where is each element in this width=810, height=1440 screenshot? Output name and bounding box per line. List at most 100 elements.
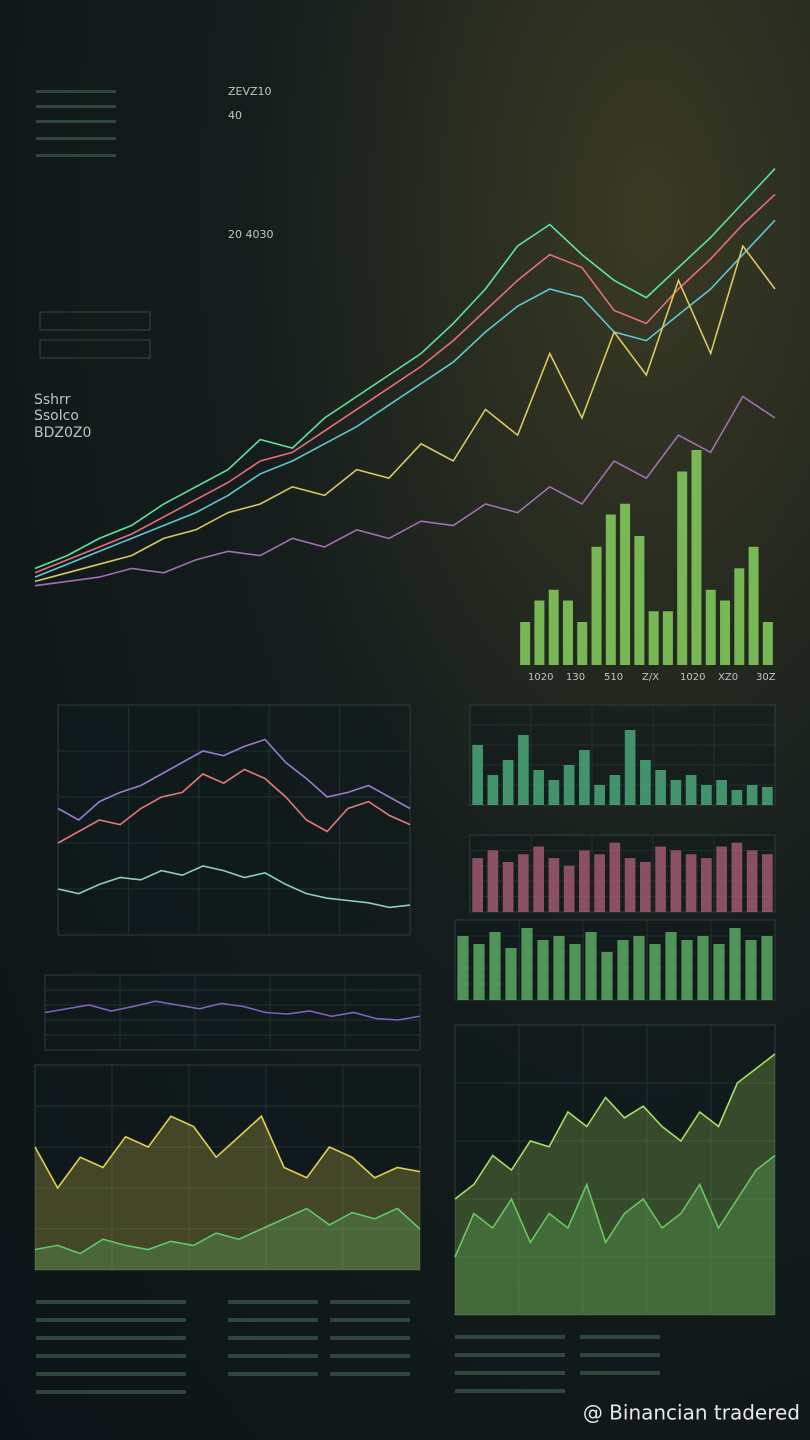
- bar: [487, 850, 499, 912]
- line: [57, 865, 411, 909]
- bar: [548, 858, 560, 912]
- bar: [713, 944, 725, 1000]
- line: [44, 1000, 421, 1021]
- header-label: ZEVZ10: [228, 85, 272, 98]
- bar: [520, 622, 531, 665]
- bar: [489, 932, 501, 1000]
- line: [34, 244, 776, 583]
- bar: [472, 858, 483, 912]
- panel-frame: [57, 704, 411, 936]
- bar: [533, 846, 544, 912]
- bar: [579, 750, 590, 805]
- bar: [762, 787, 773, 805]
- bar: [701, 785, 712, 805]
- bar-label: 1020: [680, 672, 705, 683]
- bar-label: 30Z: [756, 672, 776, 683]
- bar: [617, 940, 629, 1000]
- bar: [640, 760, 651, 805]
- bar: [748, 546, 759, 665]
- panel-frame: [454, 919, 776, 1001]
- bar: [533, 770, 544, 805]
- bar: [697, 936, 709, 1000]
- bar: [620, 503, 631, 665]
- bar: [670, 850, 682, 912]
- sidebar-text: Ssolco: [34, 408, 79, 424]
- bar: [502, 861, 514, 912]
- bar: [716, 780, 727, 805]
- bar: [624, 730, 636, 805]
- bar: [746, 785, 758, 805]
- bar: [609, 842, 621, 912]
- bar: [457, 936, 469, 1000]
- header-label: 20 4030: [228, 228, 274, 241]
- bar: [518, 854, 529, 912]
- panel-frame: [469, 834, 776, 913]
- bar: [534, 600, 545, 665]
- bar: [705, 589, 716, 665]
- bar: [670, 780, 682, 805]
- bar: [553, 936, 565, 1000]
- bar: [579, 850, 590, 912]
- sidebar-text: BDZ0Z0: [34, 425, 91, 441]
- bar: [761, 936, 773, 1000]
- bar: [605, 514, 616, 665]
- bar: [731, 842, 743, 912]
- line: [454, 1154, 776, 1258]
- bar: [745, 940, 757, 1000]
- bar: [601, 952, 613, 1000]
- line: [34, 1207, 421, 1255]
- line: [34, 219, 776, 578]
- bar: [548, 589, 559, 665]
- panel-frame: [44, 974, 421, 1051]
- bar: [472, 745, 483, 805]
- bar: [691, 450, 702, 665]
- bar: [537, 940, 549, 1000]
- bar: [562, 600, 573, 665]
- bar: [563, 765, 575, 805]
- bar: [591, 546, 602, 665]
- bar: [634, 536, 645, 665]
- area: [35, 1208, 420, 1270]
- bar: [746, 850, 758, 912]
- bar: [563, 865, 575, 912]
- bar: [677, 471, 688, 665]
- bar: [734, 568, 745, 665]
- bar: [649, 944, 661, 1000]
- bar: [701, 858, 712, 912]
- bar: [502, 760, 514, 805]
- bar: [609, 775, 621, 805]
- bar: [665, 932, 677, 1000]
- bar: [577, 622, 588, 665]
- bar: [681, 940, 693, 1000]
- bar: [720, 600, 731, 665]
- bar: [662, 611, 673, 665]
- bar: [655, 770, 666, 805]
- line: [57, 738, 411, 821]
- watermark: @ Binancian tradered: [583, 1401, 800, 1425]
- bar: [505, 948, 517, 1000]
- bar: [548, 780, 560, 805]
- bar: [633, 936, 645, 1000]
- bar: [685, 775, 697, 805]
- bar: [648, 611, 659, 665]
- bar: [640, 861, 651, 912]
- area: [455, 1155, 775, 1315]
- table-rows: [36, 90, 660, 1394]
- bar-label: XZ0: [718, 672, 738, 683]
- bar: [518, 735, 529, 805]
- panel-frame: [454, 1024, 776, 1316]
- bar-label: 510: [604, 672, 623, 683]
- line: [34, 1114, 421, 1190]
- header-label: 40: [228, 109, 242, 122]
- bar: [473, 944, 485, 1000]
- bar: [762, 854, 773, 912]
- bar-label: 130: [566, 672, 585, 683]
- line: [34, 168, 776, 570]
- bar: [729, 928, 741, 1000]
- bar-label: Z/X: [642, 672, 659, 683]
- bar: [521, 928, 533, 1000]
- area: [35, 1116, 420, 1270]
- bar: [655, 846, 666, 912]
